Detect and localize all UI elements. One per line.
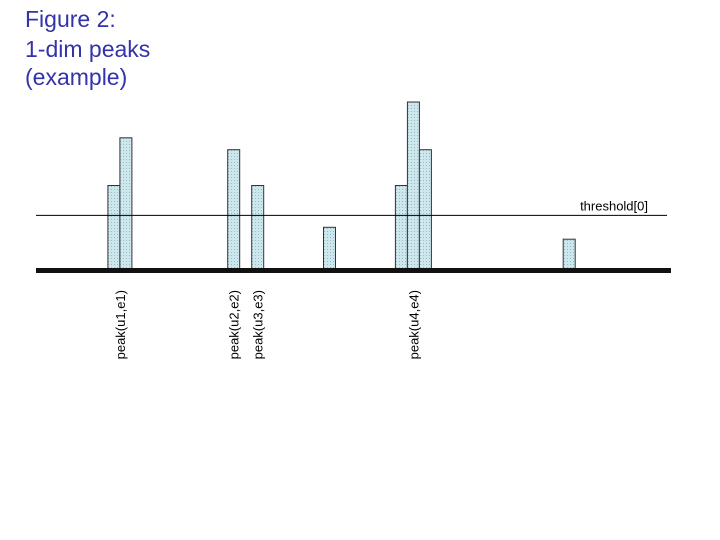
figure-title-line-3: (example) (25, 64, 128, 90)
bar-8 (418, 149, 432, 270)
peak-label-2: peak(u2,e2) (227, 290, 242, 359)
bar-9 (562, 238, 576, 270)
baseline-axis (36, 268, 671, 273)
peak-label-4: peak(u4,e4) (406, 290, 421, 359)
bar-3 (227, 149, 241, 270)
peak-label-3: peak(u3,e3) (251, 290, 266, 359)
peak-labels-layer: peak(u1,e1) peak(u2,e2) peak(u3,e3) peak(u4… (113, 290, 421, 359)
bar-2 (119, 137, 133, 270)
bar-1 (107, 185, 121, 270)
figure-title-line-2: 1-dim peaks (25, 36, 151, 62)
bar-6 (394, 185, 408, 270)
bars-layer (107, 101, 576, 270)
bar-7 (406, 101, 420, 270)
threshold-label: threshold[0] (580, 198, 648, 213)
bar-5 (323, 226, 336, 270)
peak-label-1: peak(u1,e1) (113, 290, 128, 359)
bar-4 (251, 185, 265, 270)
figure-title-line-1: Figure 2: (25, 6, 116, 32)
